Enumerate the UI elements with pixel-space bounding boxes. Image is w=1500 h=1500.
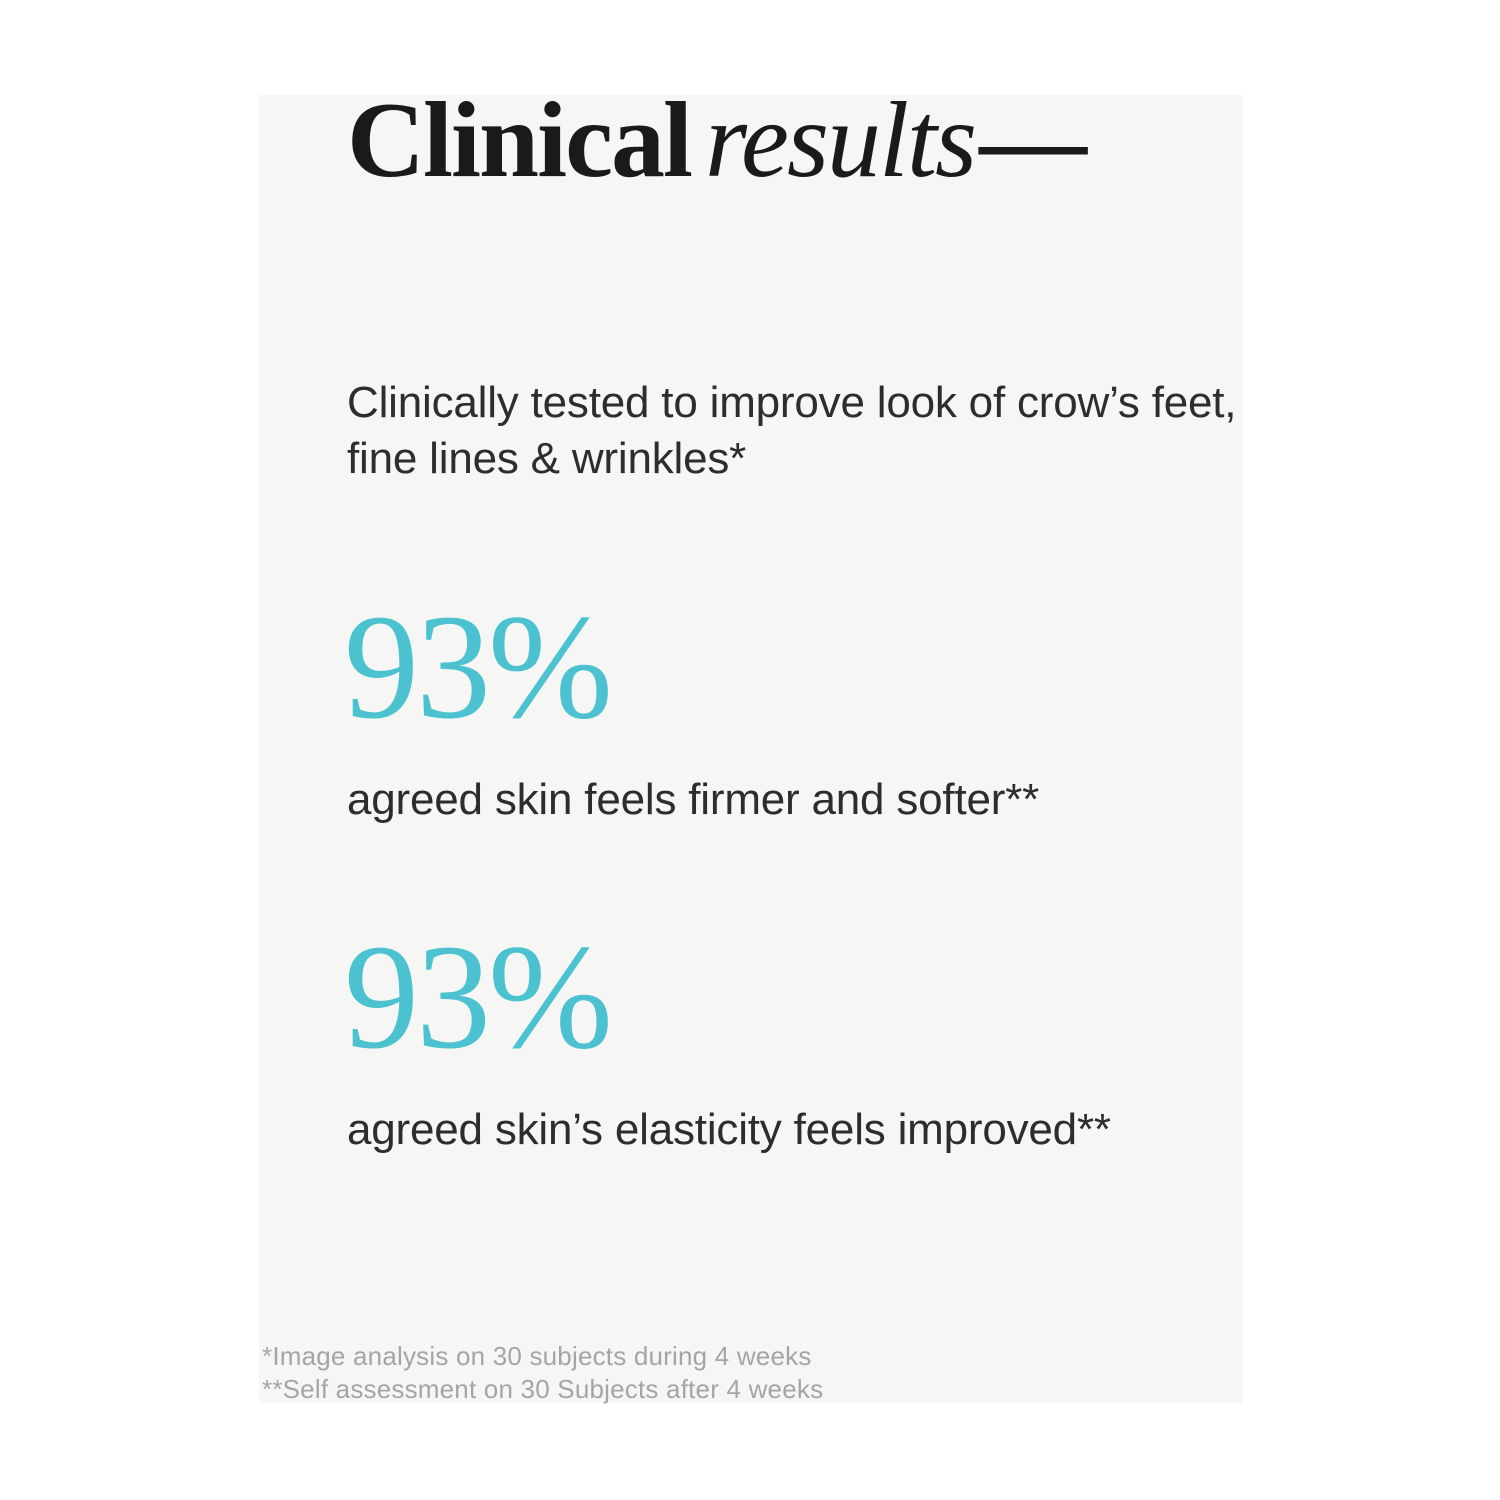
title-em-dash: —: [979, 81, 1087, 200]
intro-paragraph: Clinically tested to improve look of cro…: [347, 375, 1237, 487]
stat-label-elasticity: agreed skin’s elasticity feels improved*…: [347, 1105, 1111, 1154]
footnote-image-analysis: *Image analysis on 30 subjects during 4 …: [262, 1341, 812, 1371]
stat-value-elasticity: 93%: [344, 914, 613, 1080]
footnotes: *Image analysis on 30 subjects during 4 …: [262, 1340, 823, 1406]
intro-line-2: fine lines & wrinkles*: [347, 434, 747, 483]
stat-value-firmness: 93%: [344, 584, 613, 750]
intro-line-1: Clinically tested to improve look of cro…: [347, 378, 1237, 427]
title-italic-text: results: [705, 81, 977, 200]
stat-block-elasticity: 93% agreed skin’s elasticity feels impro…: [344, 922, 1111, 1152]
content-panel: Clinical results— Clinically tested to im…: [259, 87, 1242, 1406]
stat-label-firmness: agreed skin feels firmer and softer**: [347, 775, 1040, 824]
page-title: Clinical results—: [347, 87, 1087, 195]
stat-block-firmness: 93% agreed skin feels firmer and softer*…: [344, 592, 1039, 822]
title-regular-text: Clinical: [347, 81, 693, 200]
footnote-self-assessment: **Self assessment on 30 Subjects after 4…: [262, 1374, 824, 1404]
